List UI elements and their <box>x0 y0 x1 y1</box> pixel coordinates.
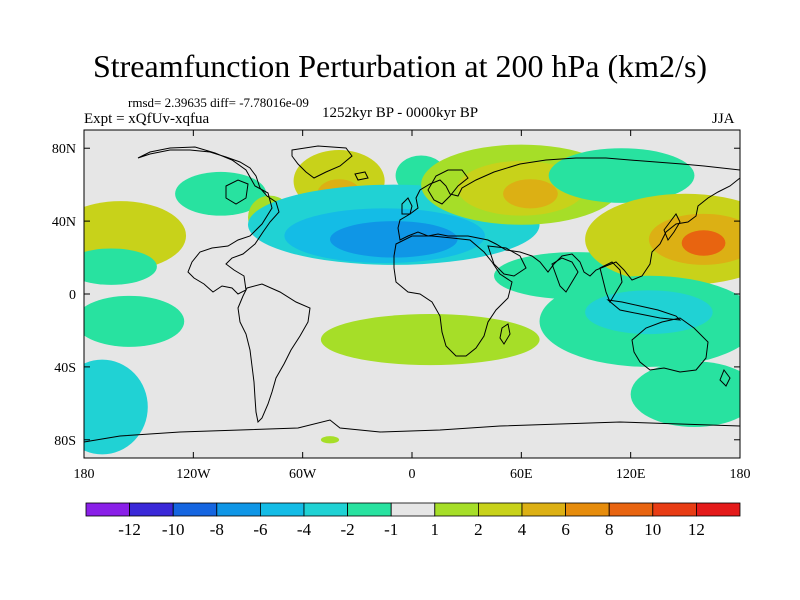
rmsd-stats: rmsd= 2.39635 diff= -7.78016e-09 <box>128 95 309 110</box>
coastlines <box>84 145 740 443</box>
coast-india <box>551 257 579 293</box>
coast-hudson-bay <box>225 179 249 205</box>
x-tick-label-6: 180 <box>730 467 751 482</box>
colorbar-label-10: 6 <box>561 520 570 539</box>
y-tick-label-2: 0 <box>69 288 76 303</box>
contour-feature-17 <box>503 179 558 209</box>
y-axis: 80N 40N 0 40S 80S <box>52 142 740 449</box>
contour-feature-26 <box>320 436 340 444</box>
contour-feature-3 <box>84 295 185 347</box>
x-axis: 180 120W 60W 0 60E 120E 180 <box>74 130 751 482</box>
colorbar-label-0: -12 <box>118 520 141 539</box>
colorbar-label-4: -4 <box>297 520 312 539</box>
y-tick-label-0: 80N <box>52 142 76 157</box>
colorbar-label-8: 2 <box>474 520 483 539</box>
colorbar-box-2 <box>172 502 218 517</box>
season-label: JJA <box>712 111 735 127</box>
x-tick-label-0: 180 <box>74 467 95 482</box>
coast-britain <box>401 197 413 215</box>
colorbar-box-5 <box>303 502 348 517</box>
coast-scandinavia <box>427 169 469 205</box>
contour-feature-5 <box>175 171 267 216</box>
contour-feature-14 <box>320 314 540 366</box>
colorbar-label-3: -6 <box>253 520 267 539</box>
coast-southeast-asia <box>599 261 623 304</box>
colorbar-label-13: 12 <box>688 520 705 539</box>
colorbar-box-3 <box>216 502 261 517</box>
coast-madagascar <box>499 323 511 345</box>
colorbar-box-1 <box>129 502 174 517</box>
coast-africa <box>393 235 513 357</box>
colorbar-label-12: 10 <box>644 520 661 539</box>
colorbar-box-10 <box>521 502 566 517</box>
colorbar-label-6: -1 <box>384 520 398 539</box>
colorbar-label-7: 1 <box>431 520 440 539</box>
colorbar-box-7 <box>390 502 436 517</box>
y-tick-label-4: 80S <box>54 434 76 449</box>
contour-layer <box>84 144 740 455</box>
colorbar-box-8 <box>434 502 479 517</box>
x-tick-label-1: 120W <box>176 467 211 482</box>
coast-antarctica <box>84 419 740 443</box>
contour-feature-25 <box>630 361 740 428</box>
colorbar-label-11: 8 <box>605 520 614 539</box>
colorbar-box-6 <box>347 502 392 517</box>
coast-japan <box>663 213 681 242</box>
colorbar-box-12 <box>608 502 654 517</box>
contour-feature-12 <box>330 221 458 258</box>
contour-feature-2 <box>84 248 157 285</box>
y-tick-label-3: 40S <box>54 361 76 376</box>
contour-feature-22 <box>681 230 726 256</box>
x-tick-label-3: 0 <box>409 467 416 482</box>
coast-north-america <box>137 146 280 295</box>
chart-title: Streamfunction Perturbation at 200 hPa (… <box>92 48 708 84</box>
colorbar-box-0 <box>85 502 130 517</box>
coast-south-america <box>237 283 311 424</box>
coast-iceland <box>354 171 369 181</box>
colorbar-label-2: -8 <box>210 520 224 539</box>
colorbar: -12 -10 -8 -6 -4 -2 -1 1 2 4 6 8 10 12 <box>85 502 741 539</box>
x-tick-label-4: 60E <box>510 467 533 482</box>
x-tick-label-5: 120E <box>616 467 646 482</box>
experiment-label: Expt = xQfUv-xqfua <box>84 111 210 127</box>
x-tick-label-2: 60W <box>289 467 317 482</box>
colorbar-box-9 <box>477 502 523 517</box>
y-tick-label-1: 40N <box>52 215 76 230</box>
colorbar-box-14 <box>696 502 741 517</box>
colorbar-box-11 <box>565 502 610 517</box>
contour-feature-4 <box>84 359 148 455</box>
coast-australia <box>631 317 709 373</box>
colorbar-label-1: -10 <box>162 520 185 539</box>
colorbar-box-13 <box>652 502 697 517</box>
period-label: 1252kyr BP - 0000kyr BP <box>322 105 479 121</box>
colorbar-box-4 <box>259 502 305 517</box>
coast-arabia <box>487 245 527 277</box>
coast-new-zealand <box>719 368 731 387</box>
coast-greenland <box>291 145 353 179</box>
colorbar-label-9: 4 <box>518 520 527 539</box>
colorbar-label-5: -2 <box>341 520 355 539</box>
